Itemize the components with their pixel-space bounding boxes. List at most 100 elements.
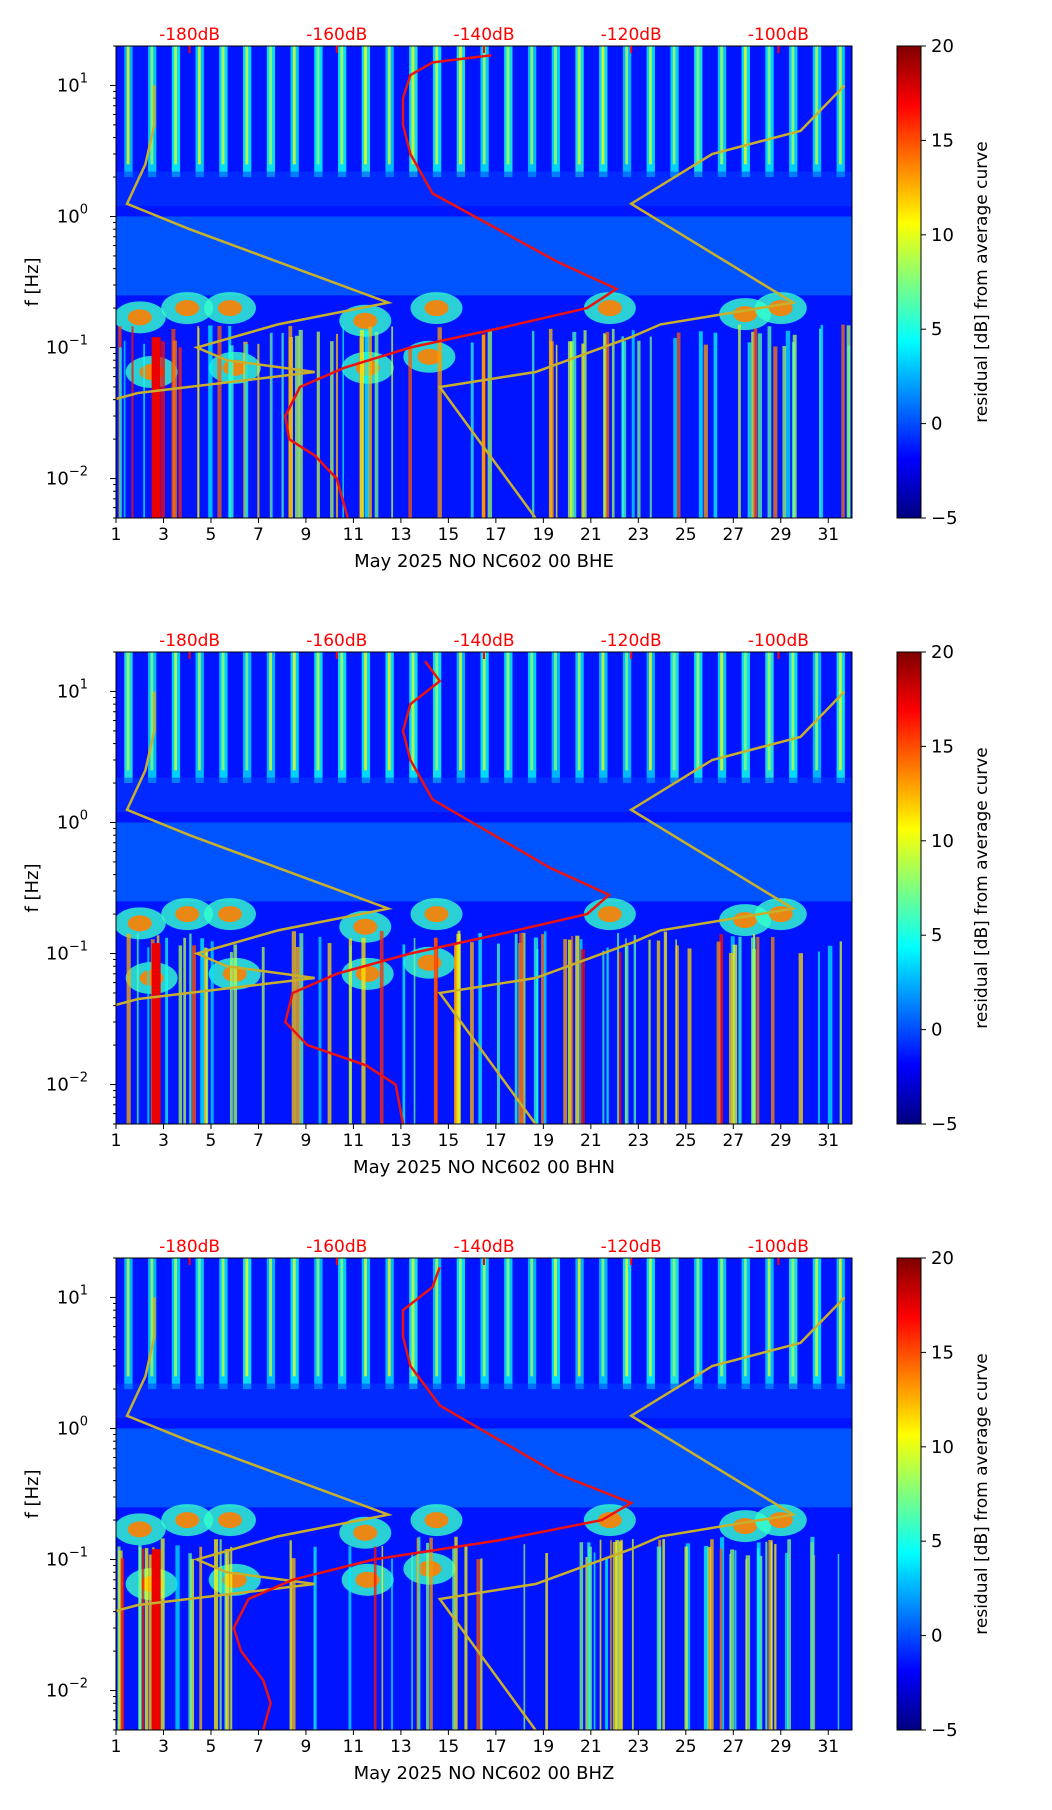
transient-spike [165,937,169,1124]
transient-spike [673,338,678,518]
day-stripe-core [435,652,439,771]
y-tick-exp: −2 [69,1071,88,1086]
transient-spike [144,1548,149,1730]
transient-spike [437,327,442,518]
spectrogram-heatmap [116,46,852,518]
day-stripe-core [720,1258,724,1377]
transient-spike [219,1539,222,1730]
colorbar-tick-label: 0 [931,414,942,435]
transient-spike [147,947,150,1124]
transient-spike [120,1558,125,1730]
median-curve [284,53,620,518]
transient-spike [316,331,320,518]
transient-spike [593,1552,596,1730]
transient-spike [178,945,182,1124]
x-tick-label: 27 [722,1131,744,1151]
transient-spike [327,943,332,1124]
transient-spike [792,334,797,518]
transient-spike [478,933,482,1124]
transient-spike [631,330,635,518]
day-stripe-core [292,652,296,771]
x-axis-label: May 2025 NO NC602 00 BHZ [354,1763,615,1784]
y-tick-label: 10−1 [46,1546,88,1571]
transient-spike [191,945,197,1124]
y-tick-base: 10 [46,338,69,359]
transient-spike [496,943,500,1124]
transient-spike [637,340,641,518]
transient-spike [747,342,752,518]
top-tick-label: -120dB [601,1237,662,1257]
transient-spike [684,1546,688,1730]
x-tick-label: 23 [628,525,650,545]
y-tick-exp: −2 [69,465,88,480]
day-stripe-core [364,652,367,771]
transient-spike [188,1553,192,1730]
transient-spike [662,1539,665,1730]
transient-spike [676,332,681,518]
transient-spike [784,1552,789,1730]
day-stripe-core [387,652,391,771]
y-tick-base: 10 [46,1550,69,1571]
transient-spike [523,1544,526,1730]
transient-spike [123,340,126,518]
transient-spike [633,934,637,1124]
transient-spike [541,934,545,1124]
day-stripe-core [126,46,130,165]
transient-spike [203,947,207,1124]
transient-spike [257,343,260,518]
day-stripe-core [411,652,415,771]
transient-spike [767,326,772,518]
day-stripe-core [150,652,154,771]
day-stripe-core [530,652,534,771]
colorbar-tick-label: 20 [931,1248,954,1269]
transient-spike [738,936,742,1124]
day-stripe-core [577,46,581,165]
transient-spike [126,933,131,1124]
x-tick-label: 15 [438,1737,460,1757]
day-stripe-core [221,1258,225,1377]
x-tick-label: 11 [343,1131,365,1151]
transient-spike [330,341,334,518]
y-tick-exp: 1 [80,677,88,692]
transient-spike [611,328,615,518]
transient-spike [295,335,300,518]
transient-spike [141,1548,144,1730]
x-tick-label: 3 [158,1131,169,1151]
x-tick-label: 23 [628,1737,650,1757]
transient-spike [555,344,558,518]
storm-blob-core [424,300,449,317]
transient-spike [827,945,833,1124]
top-tick-label: -160dB [306,631,367,651]
day-stripe-core [340,46,344,165]
x-tick-label: 17 [485,1737,507,1757]
top-tick-label: -140dB [453,631,514,651]
transient-spike [433,938,439,1124]
colorbar-gradient [896,651,922,1125]
noise-model-low [116,691,393,1007]
y-axis-label: f [Hz] [22,1469,43,1518]
transient-spike [751,937,756,1124]
day-stripe-core [482,652,486,771]
y-tick-base: 10 [57,206,80,227]
transient-spike [225,1549,230,1730]
day-stripe-core [649,1258,652,1377]
day-stripe-core [649,46,652,165]
transient-spike [476,1559,481,1730]
colorbar-tick-label: 20 [931,36,954,57]
transient-spike [685,1543,691,1730]
transient-spike [580,949,586,1124]
transient-spike [291,1558,296,1730]
day-stripe-core [245,1258,249,1377]
transient-spike [454,1536,458,1730]
storm-blob-core [217,300,242,317]
y-tick-label: 100 [57,1414,88,1439]
transient-spike [402,944,406,1124]
day-stripe-core [435,1258,439,1377]
storm-blob-core [353,918,378,935]
day-stripe-core [126,652,130,771]
storm-blob-core [353,1524,378,1541]
x-tick-label: 23 [628,1131,650,1151]
day-stripe-core [269,652,272,771]
transient-spike [563,939,567,1124]
